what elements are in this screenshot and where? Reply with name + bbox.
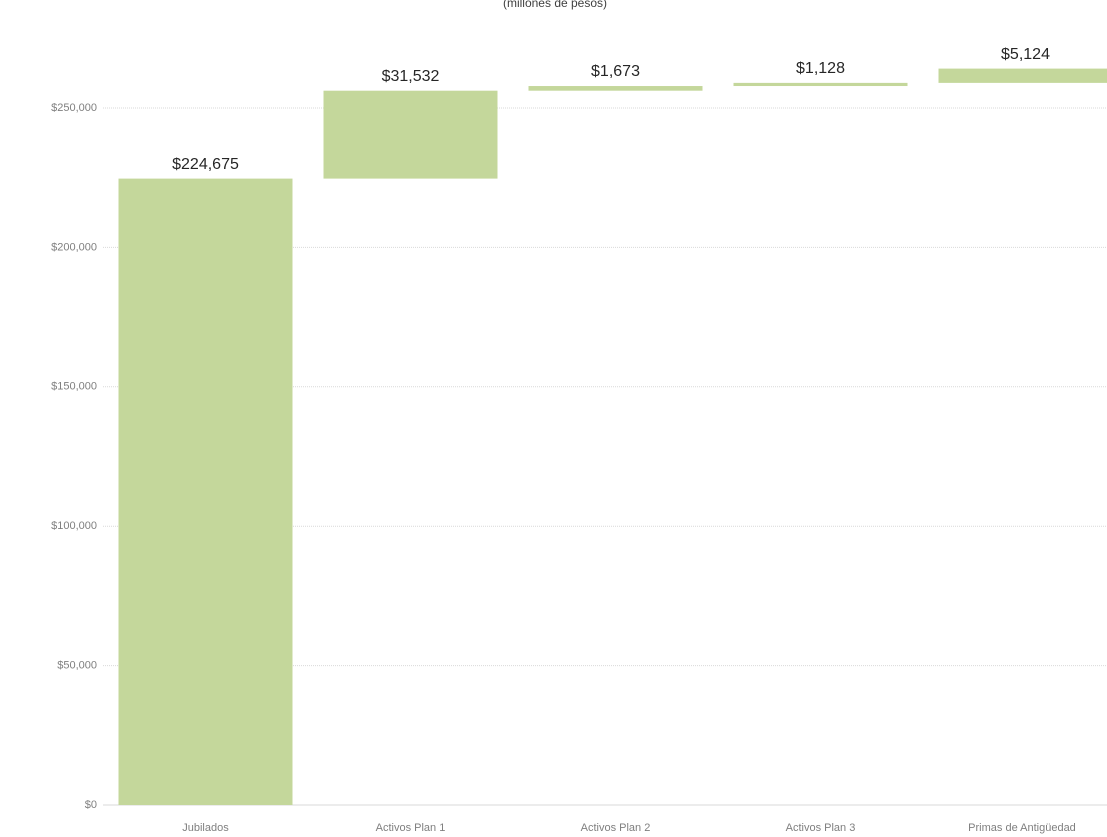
bar [528,86,703,91]
data-label: $1,673 [591,63,640,80]
x-tick-label: Activos Plan 1 [376,822,446,834]
y-tick-label: $100,000 [51,520,97,532]
x-tick-label: Primas de Antigüedad [968,822,1076,834]
bar [938,68,1107,83]
bar [118,178,293,806]
x-tick-label: Activos Plan 2 [581,822,651,834]
y-tick-label: $50,000 [57,660,97,672]
bar [733,82,908,87]
bar [323,90,498,179]
y-tick-label: $200,000 [51,241,97,253]
chart-subtitle: (millones de pesos) [503,0,607,10]
data-label: $31,532 [382,68,440,85]
data-label: $5,124 [1001,46,1050,63]
x-tick-label: Activos Plan 3 [786,822,856,834]
y-tick-label: $250,000 [51,102,97,114]
y-tick-label: $150,000 [51,381,97,393]
data-label: $1,128 [796,60,845,77]
x-tick-label: Jubilados [182,822,229,834]
data-label: $224,675 [172,156,239,173]
y-tick-label: $0 [85,799,97,811]
